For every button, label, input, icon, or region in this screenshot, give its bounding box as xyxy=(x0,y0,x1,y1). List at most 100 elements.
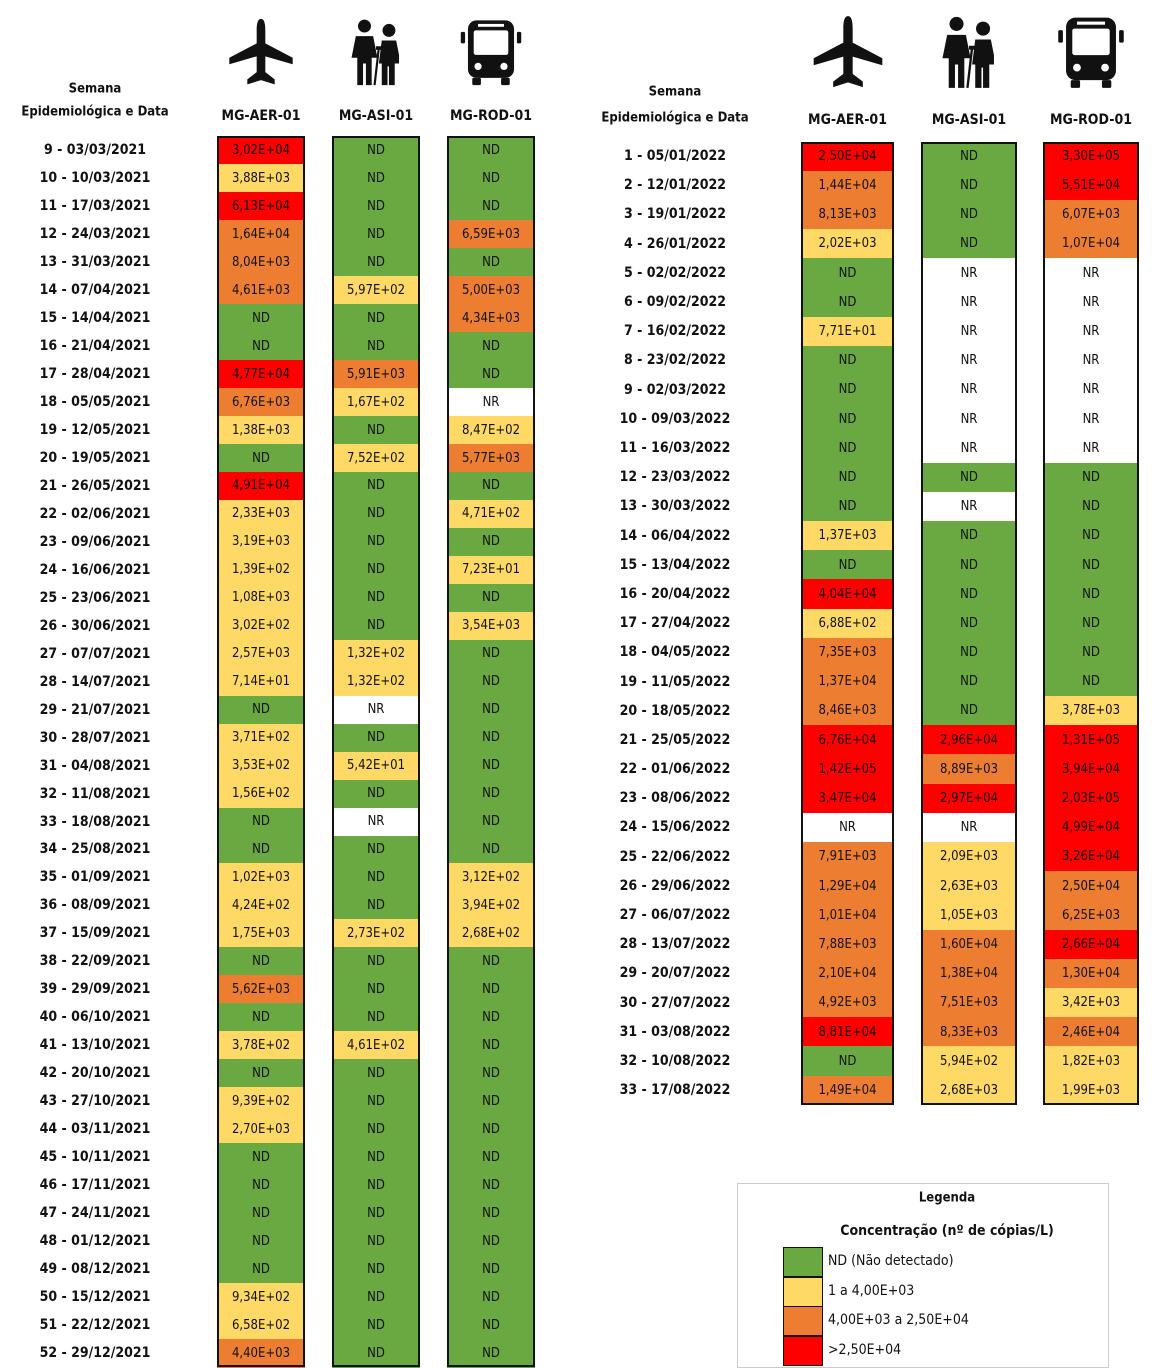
value-cell: ND xyxy=(921,637,1017,668)
value-cell: ND xyxy=(332,1255,420,1284)
value-cell: 3,53E+02 xyxy=(217,751,305,781)
value-cell: ND xyxy=(447,1171,535,1200)
week-label: 22 - 01/06/2022 xyxy=(619,761,731,778)
value-cell: 2,68E+02 xyxy=(447,919,535,948)
value-cell: 6,13E+04 xyxy=(217,191,305,221)
value-cell: 5,42E+01 xyxy=(332,751,420,781)
week-label: 48 - 01/12/2021 xyxy=(39,1233,151,1250)
week-label: 16 - 21/04/2021 xyxy=(39,337,151,354)
value-cell: 3,78E+03 xyxy=(1043,696,1139,726)
value-cell: NR xyxy=(1043,258,1139,288)
value-cell: ND xyxy=(332,583,420,613)
value-cell: 8,13E+03 xyxy=(801,199,894,230)
value-cell: ND xyxy=(332,163,420,193)
week-label: 52 - 29/12/2021 xyxy=(39,1345,151,1362)
column-icon xyxy=(455,16,527,88)
value-cell: 4,04E+04 xyxy=(801,579,894,610)
value-cell: NR xyxy=(1043,345,1139,376)
value-cell: 8,33E+03 xyxy=(921,1017,1017,1047)
value-cell: ND xyxy=(801,287,894,318)
week-label: 29 - 20/07/2022 xyxy=(619,965,731,982)
value-cell: 7,91E+03 xyxy=(801,842,894,872)
week-label: 9 - 02/03/2022 xyxy=(623,381,727,398)
week-label: 25 - 23/06/2021 xyxy=(39,589,151,606)
value-cell: ND xyxy=(332,1003,420,1032)
value-cell: 7,88E+03 xyxy=(801,929,894,960)
value-cell: 2,09E+03 xyxy=(921,842,1017,872)
legend-swatch xyxy=(783,1335,823,1366)
week-label: 24 - 16/06/2021 xyxy=(39,561,151,578)
week-label: 7 - 16/02/2022 xyxy=(623,323,727,340)
week-label: 26 - 29/06/2022 xyxy=(619,877,731,894)
value-cell: 1,56E+02 xyxy=(217,779,305,808)
value-cell: ND xyxy=(447,667,535,697)
week-label: 10 - 09/03/2022 xyxy=(619,410,731,427)
value-cell: 2,33E+03 xyxy=(217,499,305,529)
value-cell: ND xyxy=(447,1031,535,1060)
value-cell: ND xyxy=(332,835,420,864)
value-cell: ND xyxy=(332,1199,420,1228)
week-label: 39 - 29/09/2021 xyxy=(39,981,151,998)
value-cell: 1,01E+04 xyxy=(801,900,894,931)
value-cell: 5,51E+04 xyxy=(1043,170,1139,201)
value-cell: ND xyxy=(332,1171,420,1200)
week-label: 22 - 02/06/2021 xyxy=(39,505,151,522)
value-cell: ND xyxy=(447,1087,535,1116)
value-cell: ND xyxy=(217,835,305,864)
value-cell: 2,03E+05 xyxy=(1043,783,1139,814)
column-frame xyxy=(447,136,535,1368)
week-label: 19 - 12/05/2021 xyxy=(39,421,151,438)
value-cell: 7,71E+01 xyxy=(801,316,894,347)
value-cell: ND xyxy=(447,163,535,193)
value-cell: 7,14E+01 xyxy=(217,667,305,697)
week-label: 31 - 03/08/2022 xyxy=(619,1023,731,1040)
value-cell: 3,71E+02 xyxy=(217,723,305,753)
value-cell: NR xyxy=(1043,404,1139,434)
value-cell: ND xyxy=(447,807,535,836)
week-header: Epidemiológica e Data xyxy=(601,110,749,126)
value-cell: ND xyxy=(332,471,420,501)
value-cell: 3,19E+03 xyxy=(217,527,305,557)
value-cell: ND xyxy=(1043,579,1139,610)
value-cell: ND xyxy=(921,462,1017,493)
value-cell: ND xyxy=(801,462,894,493)
week-label: 16 - 20/04/2022 xyxy=(619,585,731,602)
value-cell: ND xyxy=(217,1143,305,1172)
column-frame xyxy=(1043,141,1139,1105)
value-cell: ND xyxy=(447,639,535,669)
week-label: 41 - 13/10/2021 xyxy=(39,1037,151,1054)
value-cell: NR xyxy=(921,287,1017,318)
value-cell: ND xyxy=(447,779,535,808)
value-cell: 4,92E+03 xyxy=(801,988,894,1018)
value-cell: ND xyxy=(332,779,420,808)
week-label: 35 - 01/09/2021 xyxy=(39,869,151,886)
column-icon xyxy=(225,16,297,88)
week-label: 36 - 08/09/2021 xyxy=(39,897,151,914)
week-label: 29 - 21/07/2021 xyxy=(39,701,151,718)
value-cell: ND xyxy=(447,751,535,781)
value-cell: ND xyxy=(447,191,535,221)
week-label: 43 - 27/10/2021 xyxy=(39,1093,151,1110)
legend-swatch xyxy=(783,1247,823,1277)
value-cell: ND xyxy=(332,415,420,445)
value-cell: NR xyxy=(801,812,894,843)
value-cell: NR xyxy=(1043,316,1139,347)
value-cell: 1,07E+04 xyxy=(1043,229,1139,259)
value-cell: ND xyxy=(217,1227,305,1256)
week-header: Semana xyxy=(648,84,702,100)
value-cell: ND xyxy=(447,835,535,864)
week-label: 38 - 22/09/2021 xyxy=(39,953,151,970)
value-cell: ND xyxy=(217,1199,305,1228)
week-label: 3 - 19/01/2022 xyxy=(623,206,727,223)
value-cell: 2,63E+03 xyxy=(921,871,1017,901)
week-label: 32 - 10/08/2022 xyxy=(619,1052,731,1069)
value-cell: 3,54E+03 xyxy=(447,611,535,641)
value-cell: ND xyxy=(332,1059,420,1088)
value-cell: ND xyxy=(921,229,1017,259)
value-cell: ND xyxy=(447,1003,535,1032)
value-cell: ND xyxy=(217,1255,305,1284)
value-cell: ND xyxy=(332,191,420,221)
value-cell: 4,99E+04 xyxy=(1043,812,1139,843)
value-cell: 6,07E+03 xyxy=(1043,199,1139,230)
value-cell: ND xyxy=(332,555,420,585)
